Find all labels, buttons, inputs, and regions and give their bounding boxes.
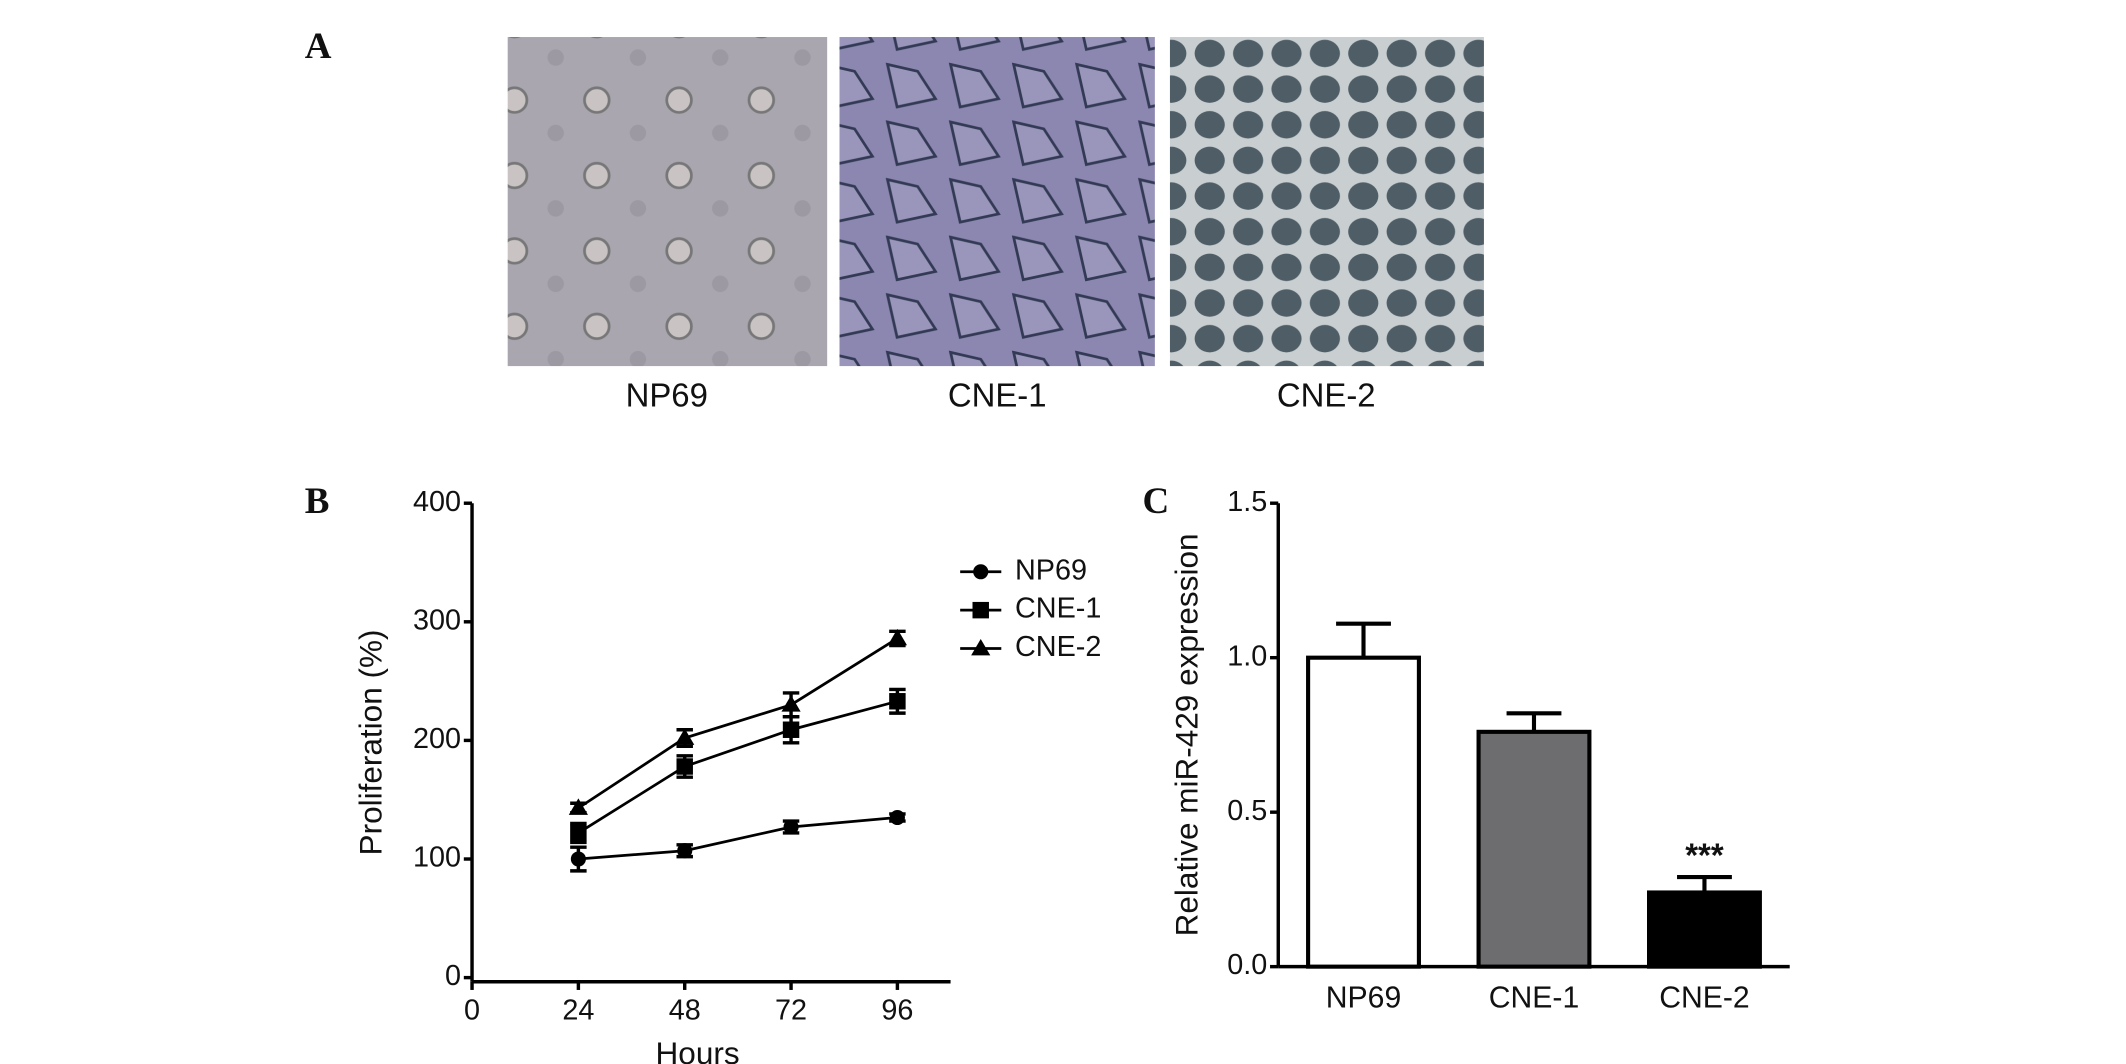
marker — [889, 809, 905, 826]
x-tick-label: 24 — [562, 995, 594, 1027]
panel-label: B — [305, 481, 330, 522]
marker — [783, 819, 799, 835]
marker — [782, 721, 800, 738]
marker — [676, 758, 693, 775]
bar — [1476, 729, 1592, 969]
bar — [1306, 655, 1421, 969]
micrograph — [507, 37, 828, 367]
x-tick-label: 72 — [775, 995, 807, 1027]
error-bar — [1506, 711, 1562, 732]
legend-marker — [973, 564, 989, 580]
annotation: *** — [1685, 837, 1724, 874]
line — [578, 816, 898, 861]
y-tick-label: 0.0 — [1227, 949, 1267, 981]
y-axis-label: Relative miR-429 expression — [1168, 533, 1204, 936]
x-axis-label: Hours — [656, 1035, 740, 1064]
x-tick-label: CNE-2 — [1659, 982, 1749, 1015]
marker — [677, 843, 693, 859]
y-axis-label: Proliferation (%) — [353, 630, 389, 856]
legend-label: NP69 — [1015, 554, 1087, 586]
panel-label: C — [1143, 481, 1170, 522]
bar — [1647, 890, 1762, 969]
micrograph — [839, 37, 1155, 367]
x-tick-label: NP69 — [1326, 982, 1401, 1015]
error-bar — [1336, 621, 1391, 658]
y-tick-label: 1.5 — [1227, 486, 1267, 518]
image-caption: CNE-2 — [1277, 376, 1376, 413]
y-tick-label: 1.0 — [1227, 640, 1267, 672]
y-tick-label: 0.5 — [1227, 795, 1267, 827]
image-caption: CNE-1 — [948, 376, 1047, 413]
marker — [570, 824, 587, 842]
line — [577, 699, 898, 835]
x-tick-label: 48 — [669, 995, 701, 1027]
y-tick-label: 100 — [413, 842, 461, 874]
legend-label: CNE-1 — [1015, 593, 1101, 625]
x-tick-label: CNE-1 — [1489, 982, 1579, 1015]
legend-marker — [971, 638, 991, 656]
line — [577, 637, 899, 810]
error-bar — [1677, 874, 1732, 893]
micrograph — [1169, 37, 1484, 367]
y-tick-label: 300 — [413, 604, 461, 636]
legend-label: CNE-2 — [1015, 631, 1101, 663]
marker — [568, 798, 588, 815]
image-caption: NP69 — [626, 376, 708, 413]
legend-marker — [972, 601, 989, 619]
marker — [570, 851, 586, 867]
x-tick-label: 96 — [881, 995, 913, 1027]
marker — [781, 695, 801, 712]
y-tick-label: 200 — [413, 723, 461, 755]
y-tick-label: 400 — [413, 486, 461, 518]
panel-label: A — [305, 26, 332, 67]
x-tick-label: 0 — [464, 995, 480, 1027]
marker — [887, 628, 907, 646]
marker — [889, 693, 906, 710]
y-tick-label: 0 — [445, 960, 461, 992]
marker — [675, 728, 695, 745]
